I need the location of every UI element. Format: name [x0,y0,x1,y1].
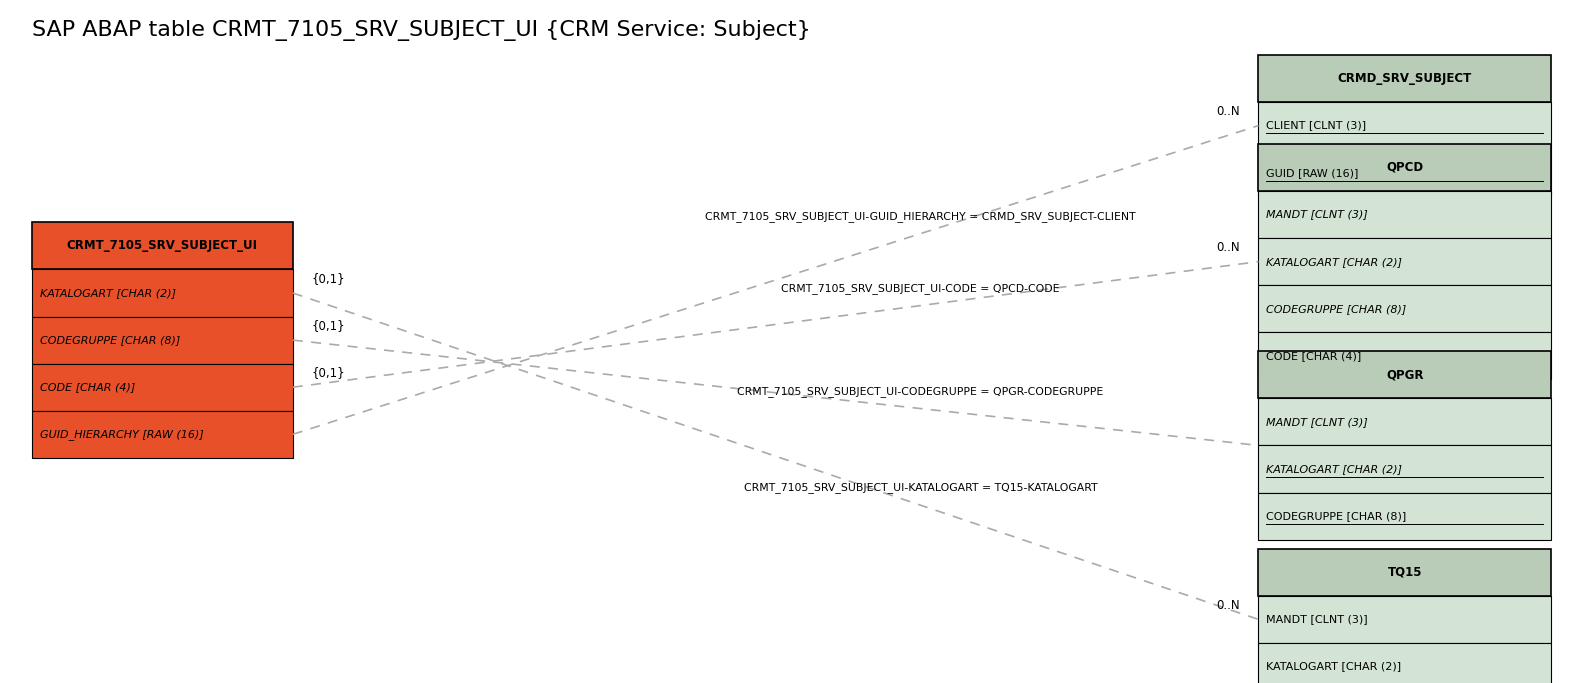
FancyBboxPatch shape [1258,238,1551,285]
Text: CODEGRUPPE [CHAR (8)]: CODEGRUPPE [CHAR (8)] [1266,511,1407,521]
Text: KATALOGART [CHAR (2)]: KATALOGART [CHAR (2)] [1266,662,1401,671]
Text: CODE [CHAR (4)]: CODE [CHAR (4)] [40,382,135,392]
Text: 0..N: 0..N [1216,241,1239,254]
Text: QPGR: QPGR [1387,368,1423,381]
Text: CRMT_7105_SRV_SUBJECT_UI-GUID_HIERARCHY = CRMD_SRV_SUBJECT-CLIENT: CRMT_7105_SRV_SUBJECT_UI-GUID_HIERARCHY … [704,211,1137,222]
FancyBboxPatch shape [1258,351,1551,398]
FancyBboxPatch shape [1258,398,1551,445]
FancyBboxPatch shape [32,223,293,270]
FancyBboxPatch shape [1258,596,1551,643]
Text: KATALOGART [CHAR (2)]: KATALOGART [CHAR (2)] [1266,257,1403,266]
FancyBboxPatch shape [32,363,293,410]
FancyBboxPatch shape [32,410,293,458]
Text: 0..N: 0..N [1216,104,1239,117]
Text: CODEGRUPPE [CHAR (8)]: CODEGRUPPE [CHAR (8)] [1266,304,1407,313]
FancyBboxPatch shape [1258,548,1551,596]
Text: 0..N: 0..N [1216,598,1239,611]
Text: {0,1}: {0,1} [312,273,345,285]
Text: GUID_HIERARCHY [RAW (16)]: GUID_HIERARCHY [RAW (16)] [40,429,203,440]
FancyBboxPatch shape [1258,102,1551,149]
Text: CRMT_7105_SRV_SUBJECT_UI-CODEGRUPPE = QPGR-CODEGRUPPE: CRMT_7105_SRV_SUBJECT_UI-CODEGRUPPE = QP… [738,386,1103,397]
FancyBboxPatch shape [1258,144,1551,191]
FancyBboxPatch shape [1258,55,1551,102]
Text: MANDT [CLNT (3)]: MANDT [CLNT (3)] [1266,417,1368,427]
Text: KATALOGART [CHAR (2)]: KATALOGART [CHAR (2)] [1266,464,1403,474]
Text: GUID [RAW (16)]: GUID [RAW (16)] [1266,167,1358,178]
Text: {0,1}: {0,1} [312,366,345,379]
FancyBboxPatch shape [32,270,293,317]
Text: QPCD: QPCD [1387,161,1423,174]
Text: CRMT_7105_SRV_SUBJECT_UI: CRMT_7105_SRV_SUBJECT_UI [66,240,258,253]
FancyBboxPatch shape [1258,332,1551,379]
Text: SAP ABAP table CRMT_7105_SRV_SUBJECT_UI {CRM Service: Subject}: SAP ABAP table CRMT_7105_SRV_SUBJECT_UI … [32,20,810,40]
FancyBboxPatch shape [32,317,293,363]
Text: CODEGRUPPE [CHAR (8)]: CODEGRUPPE [CHAR (8)] [40,335,180,345]
FancyBboxPatch shape [1258,149,1551,196]
Text: CRMD_SRV_SUBJECT: CRMD_SRV_SUBJECT [1338,72,1472,85]
Text: CLIENT [CLNT (3)]: CLIENT [CLNT (3)] [1266,121,1366,130]
FancyBboxPatch shape [1258,492,1551,540]
Text: CRMT_7105_SRV_SUBJECT_UI-CODE = QPCD-CODE: CRMT_7105_SRV_SUBJECT_UI-CODE = QPCD-COD… [782,283,1059,294]
Text: TQ15: TQ15 [1388,566,1422,579]
FancyBboxPatch shape [1258,445,1551,492]
Text: KATALOGART [CHAR (2)]: KATALOGART [CHAR (2)] [40,288,176,298]
FancyBboxPatch shape [1258,285,1551,332]
FancyBboxPatch shape [1258,191,1551,238]
FancyBboxPatch shape [1258,643,1551,683]
Text: MANDT [CLNT (3)]: MANDT [CLNT (3)] [1266,210,1368,219]
Text: MANDT [CLNT (3)]: MANDT [CLNT (3)] [1266,615,1368,624]
Text: CODE [CHAR (4)]: CODE [CHAR (4)] [1266,351,1361,361]
Text: CRMT_7105_SRV_SUBJECT_UI-KATALOGART = TQ15-KATALOGART: CRMT_7105_SRV_SUBJECT_UI-KATALOGART = TQ… [744,482,1097,493]
Text: {0,1}: {0,1} [312,319,345,332]
